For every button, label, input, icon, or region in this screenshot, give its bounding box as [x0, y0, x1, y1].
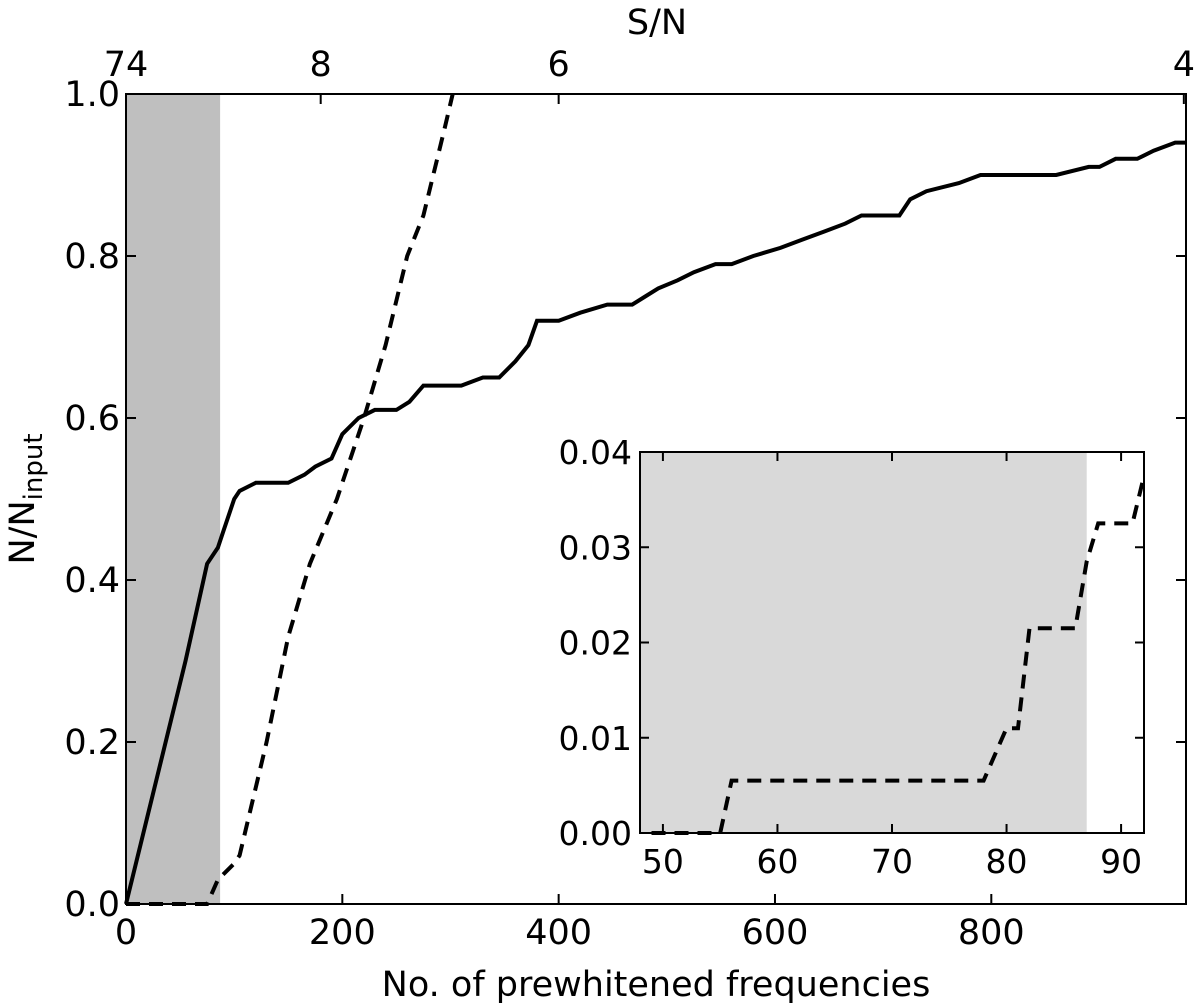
y-tick-label: 0.0 — [64, 885, 120, 925]
inset-plot-frame — [639, 451, 1145, 834]
main-plot-frame — [125, 93, 1187, 905]
inset-shaded-region — [640, 452, 1087, 833]
inset-y-tick-label: 0.02 — [559, 624, 632, 663]
main-series-solid-line — [124, 140, 1186, 905]
top-tick-label: 4 — [1173, 45, 1195, 85]
x-axis-label: No. of prewhitened frequencies — [382, 965, 931, 1005]
inset-y-tick-label: 0.04 — [559, 433, 632, 472]
main-ticks-group: 0 200 400 600 800 0.0 0.2 0.4 0.6 0.8 1.074 8 6 4 — [64, 45, 1195, 953]
y-tick-label: 0.8 — [64, 237, 120, 277]
inset-x-tick-label: 90 — [1100, 842, 1142, 881]
y-tick-label: 0.4 — [64, 561, 120, 601]
y-tick-label: 0.2 — [64, 723, 120, 763]
inset-ticks-group: 50 60 70 80 90 0.00 0.01 0.02 0.03 0.04 — [559, 433, 1144, 881]
inset-x-tick-label: 60 — [756, 842, 798, 881]
top-tick-label: 6 — [548, 45, 570, 85]
top-tick-label: 8 — [310, 45, 332, 85]
inset-x-tick-label: 70 — [871, 842, 913, 881]
main-series-dashed-line — [126, 93, 455, 906]
inset-y-tick-label: 0.00 — [559, 814, 632, 853]
main-plot: 0 200 400 600 800 0.0 0.2 0.4 0.6 0.8 1.074 8 6 4 — [64, 45, 1195, 953]
main-series-group — [124, 93, 1186, 906]
y-tick-label: 0.6 — [64, 399, 120, 439]
y-axis-label-subscript: input — [19, 433, 49, 500]
inset-x-tick-label: 80 — [986, 842, 1028, 881]
x-tick-label: 200 — [309, 913, 376, 953]
x-tick-label: 0 — [115, 913, 137, 953]
inset-plot: 50 60 70 80 90 0.00 0.01 0.02 0.03 0.04 — [559, 433, 1146, 881]
y-axis-label-main: N/N — [3, 500, 43, 564]
main-shaded-region — [126, 94, 221, 904]
x-tick-label: 600 — [742, 913, 809, 953]
inset-y-tick-label: 0.01 — [559, 719, 632, 758]
y-tick-label: 1.0 — [64, 75, 120, 115]
x-tick-label: 800 — [958, 913, 1025, 953]
top-axis-label: S/N — [627, 3, 687, 43]
inset-y-tick-label: 0.03 — [559, 528, 632, 567]
y-axis-label: N/Ninput — [3, 433, 49, 564]
inset-x-tick-label: 50 — [642, 842, 684, 881]
top-tick-label: 74 — [104, 45, 149, 85]
x-tick-label: 400 — [525, 913, 592, 953]
